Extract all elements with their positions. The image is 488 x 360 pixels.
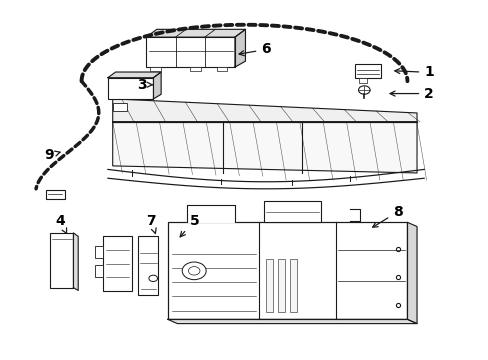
Bar <box>265 259 273 312</box>
Polygon shape <box>407 222 416 324</box>
Text: 9: 9 <box>44 148 60 162</box>
Circle shape <box>182 262 206 280</box>
Text: 4: 4 <box>55 213 66 234</box>
Bar <box>150 67 161 71</box>
Text: 7: 7 <box>146 213 156 234</box>
Bar <box>103 237 132 291</box>
Bar <box>138 237 158 294</box>
Bar <box>358 78 366 83</box>
Bar <box>289 259 297 312</box>
Polygon shape <box>167 319 416 324</box>
Bar <box>146 37 234 67</box>
Circle shape <box>148 275 157 282</box>
Bar <box>263 201 321 222</box>
Polygon shape <box>146 30 245 37</box>
Bar <box>108 78 153 99</box>
Circle shape <box>358 86 369 94</box>
Polygon shape <box>73 233 78 291</box>
Polygon shape <box>112 122 416 173</box>
Polygon shape <box>108 72 161 78</box>
Bar <box>94 265 103 278</box>
Bar <box>190 67 201 71</box>
Text: 8: 8 <box>372 205 402 227</box>
Bar <box>354 64 380 78</box>
Bar <box>50 233 73 288</box>
Bar <box>94 246 103 258</box>
Text: 6: 6 <box>239 42 270 57</box>
Text: 5: 5 <box>180 213 199 237</box>
Text: 3: 3 <box>137 78 152 92</box>
Text: 2: 2 <box>389 86 433 100</box>
Bar <box>112 103 127 111</box>
Polygon shape <box>112 99 416 122</box>
Bar <box>278 259 285 312</box>
Polygon shape <box>186 206 234 222</box>
Polygon shape <box>153 72 161 99</box>
Bar <box>45 189 64 199</box>
Polygon shape <box>234 30 245 67</box>
Bar <box>167 222 407 319</box>
Bar <box>216 67 227 71</box>
Circle shape <box>188 267 200 275</box>
Text: 1: 1 <box>394 66 433 80</box>
